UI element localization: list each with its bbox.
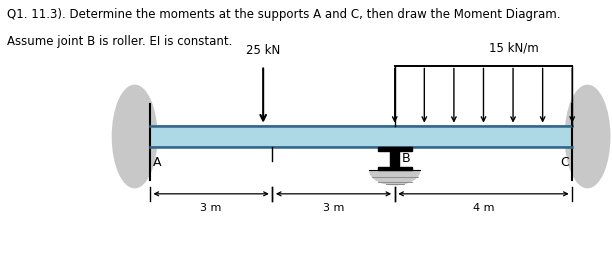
Polygon shape [390, 151, 399, 167]
Text: A: A [153, 156, 162, 169]
Bar [150, 126, 572, 147]
Ellipse shape [111, 85, 157, 188]
Text: C: C [561, 156, 569, 169]
Text: B: B [402, 152, 411, 165]
Text: 4 m: 4 m [472, 203, 494, 213]
Polygon shape [378, 147, 412, 151]
Text: Q1. 11.3). Determine the moments at the supports A and C, then draw the Moment D: Q1. 11.3). Determine the moments at the … [7, 8, 561, 21]
Text: 3 m: 3 m [201, 203, 222, 213]
Polygon shape [378, 167, 412, 170]
Text: 3 m: 3 m [323, 203, 344, 213]
Text: 15 kN/m: 15 kN/m [489, 41, 539, 55]
Polygon shape [369, 170, 420, 185]
Ellipse shape [564, 85, 611, 188]
Text: Assume joint B is roller. EI is constant.: Assume joint B is roller. EI is constant… [7, 35, 233, 49]
Text: 25 kN: 25 kN [246, 44, 280, 57]
